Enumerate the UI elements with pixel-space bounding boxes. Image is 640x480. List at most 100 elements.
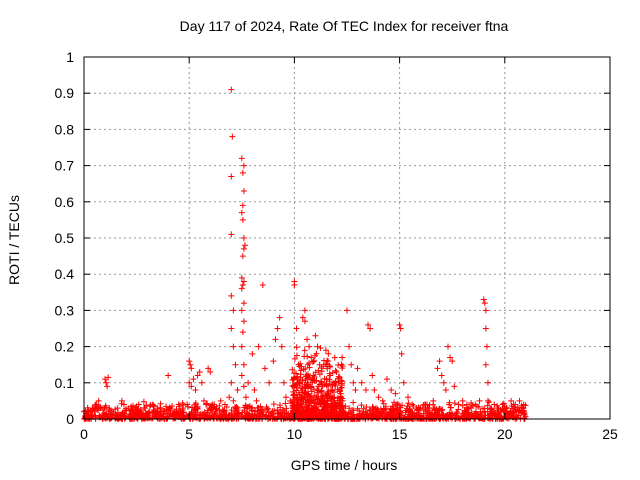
roti-noise-point xyxy=(408,415,415,422)
roti-point xyxy=(163,403,170,410)
roti-noise-point xyxy=(301,353,308,360)
roti-noise-point xyxy=(304,361,311,368)
roti-noise-point xyxy=(309,379,316,386)
roti-noise-point xyxy=(143,402,150,409)
roti-point xyxy=(205,365,212,372)
roti-noise-point xyxy=(255,407,262,414)
roti-point xyxy=(327,372,334,379)
roti-point xyxy=(232,405,239,412)
roti-point xyxy=(238,307,245,314)
roti-noise-point xyxy=(220,408,227,415)
y-tick-label: 0.9 xyxy=(55,85,75,101)
roti-noise-point xyxy=(325,350,332,357)
roti-noise-point xyxy=(179,400,186,407)
roti-point xyxy=(482,325,489,332)
roti-noise-point xyxy=(439,406,446,413)
roti-point xyxy=(482,361,489,368)
roti-point xyxy=(241,242,248,249)
roti-point xyxy=(472,401,479,408)
roti-noise-point xyxy=(313,377,320,384)
roti-noise-point xyxy=(328,394,335,401)
roti-point xyxy=(304,336,311,343)
roti-point xyxy=(129,408,136,415)
roti-noise-point xyxy=(405,400,412,407)
roti-point xyxy=(229,133,236,140)
roti-noise-point xyxy=(317,344,324,351)
roti-point xyxy=(400,379,407,386)
roti-noise-point xyxy=(140,398,147,405)
roti-point xyxy=(468,405,475,412)
roti-noise-point xyxy=(336,397,343,404)
roti-point xyxy=(365,321,372,328)
roti-point xyxy=(228,325,235,332)
roti-noise-point xyxy=(196,412,203,419)
roti-noise-point xyxy=(513,414,520,421)
roti-point xyxy=(495,405,502,412)
roti-point xyxy=(444,343,451,350)
roti-noise-point xyxy=(294,394,301,401)
roti-point xyxy=(499,401,506,408)
roti-noise-point xyxy=(323,381,330,388)
roti-noise-point xyxy=(422,407,429,414)
roti-noise-point xyxy=(241,404,248,411)
roti-point xyxy=(333,368,340,375)
roti-point xyxy=(209,401,216,408)
roti-point xyxy=(221,401,228,408)
roti-point xyxy=(348,361,355,368)
roti-noise-point xyxy=(308,397,315,404)
roti-point xyxy=(228,292,235,299)
roti-point xyxy=(508,397,515,404)
x-tick-label: 15 xyxy=(392,426,408,442)
roti-noise-point xyxy=(388,407,395,414)
roti-noise-point xyxy=(247,415,254,422)
roti-point xyxy=(239,216,246,223)
roti-noise-point xyxy=(293,352,300,359)
roti-point xyxy=(104,383,111,390)
roti-noise-point xyxy=(320,392,327,399)
roti-noise-point xyxy=(257,403,264,410)
roti-noise-point xyxy=(460,413,467,420)
roti-noise-point xyxy=(331,414,338,421)
roti-noise-point xyxy=(103,404,110,411)
roti-point xyxy=(436,358,443,365)
roti-noise-point xyxy=(289,403,296,410)
roti-noise-point xyxy=(203,414,210,421)
roti-noise-point xyxy=(318,387,325,394)
roti-point xyxy=(310,372,317,379)
roti-noise-point xyxy=(372,410,379,417)
roti-noise-point xyxy=(157,400,164,407)
roti-noise-point xyxy=(233,405,240,412)
roti-noise-point xyxy=(166,406,173,413)
roti-point xyxy=(118,397,125,404)
roti-point xyxy=(335,379,342,386)
roti-noise-point xyxy=(270,413,277,420)
roti-point xyxy=(266,379,273,386)
roti-point xyxy=(240,162,247,169)
roti-noise-point xyxy=(289,366,296,373)
roti-noise-point xyxy=(477,408,484,415)
roti-noise-point xyxy=(302,407,309,413)
roti-noise-point xyxy=(388,411,395,418)
y-tick-label: 0.1 xyxy=(55,375,75,391)
roti-point xyxy=(175,401,182,408)
roti-point xyxy=(238,372,245,379)
roti-point xyxy=(253,397,260,404)
roti-point xyxy=(165,372,172,379)
roti-point xyxy=(228,379,235,386)
roti-point xyxy=(239,169,246,176)
roti-noise-point xyxy=(334,405,340,412)
roti-noise-point xyxy=(356,407,363,414)
roti-point xyxy=(476,397,483,404)
roti-point xyxy=(463,401,470,408)
roti-point xyxy=(196,368,203,375)
roti-point xyxy=(455,401,462,408)
roti-point xyxy=(483,343,490,350)
roti-noise-point xyxy=(190,410,197,417)
roti-noise-point xyxy=(317,401,324,408)
roti-noise-point xyxy=(431,406,438,413)
roti-point xyxy=(270,358,277,365)
roti-point xyxy=(91,408,98,415)
roti-noise-point xyxy=(403,405,410,412)
roti-point xyxy=(240,278,247,285)
x-tick-label: 25 xyxy=(602,426,618,442)
